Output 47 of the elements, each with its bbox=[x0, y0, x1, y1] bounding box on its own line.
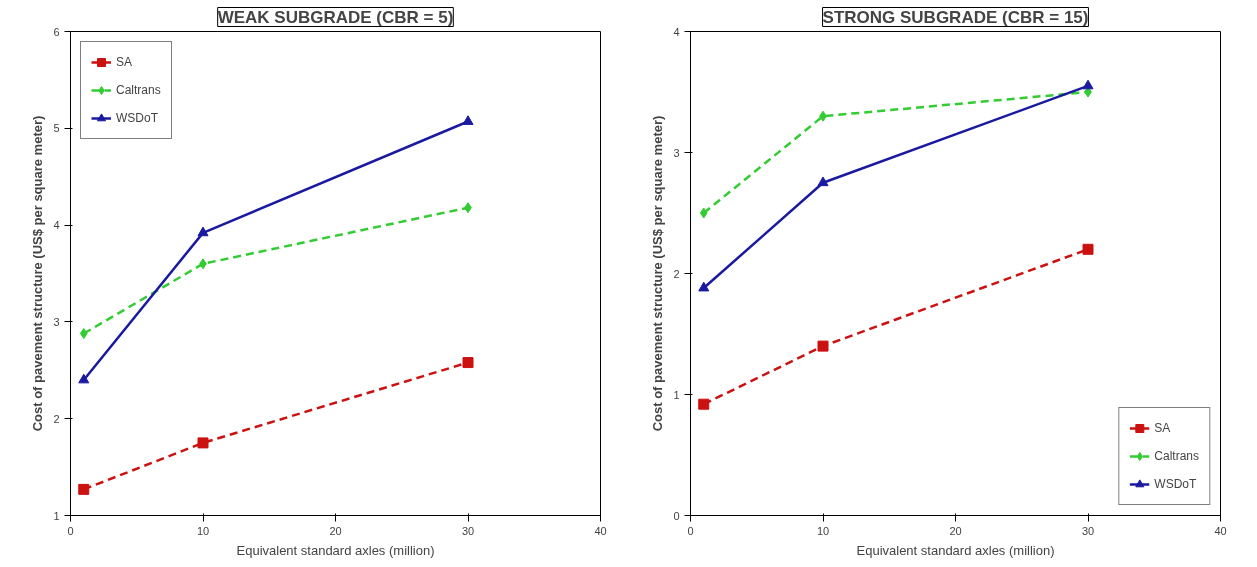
point bbox=[817, 340, 829, 352]
x-tick-label: 0 bbox=[67, 524, 74, 537]
point bbox=[78, 483, 90, 495]
y-tick-label: 1 bbox=[53, 509, 60, 522]
point bbox=[1082, 243, 1094, 255]
y-tick-label: 1 bbox=[673, 388, 680, 401]
x-tick-label: 30 bbox=[1081, 524, 1095, 537]
point bbox=[1082, 79, 1094, 90]
legend-label: WSDoT bbox=[116, 111, 158, 125]
y-tick-label: 0 bbox=[673, 509, 680, 522]
chart-title: WEAK SUBGRADE (CBR = 5) bbox=[217, 7, 454, 27]
y-tick-label: 4 bbox=[673, 25, 680, 38]
legend-label: WSDoT bbox=[1154, 477, 1197, 491]
point bbox=[197, 437, 209, 449]
y-tick-label: 6 bbox=[53, 25, 60, 38]
x-tick-label: 20 bbox=[949, 524, 962, 537]
y-axis-title: Cost of pavement structure (US$ per square meter) bbox=[30, 115, 46, 432]
point bbox=[462, 115, 474, 125]
x-tick-label: 20 bbox=[329, 524, 342, 537]
point bbox=[79, 328, 88, 340]
point bbox=[78, 373, 90, 384]
point bbox=[699, 207, 708, 219]
x-axis-title: Equivalent standard axles (million) bbox=[236, 542, 435, 558]
y-axis-title: Cost of pavement structure (US$ per square meter) bbox=[650, 115, 666, 432]
x-tick-label: 10 bbox=[816, 524, 830, 537]
y-tick-label: 3 bbox=[673, 146, 680, 159]
x-tick-label: 10 bbox=[196, 524, 210, 537]
point bbox=[197, 226, 209, 237]
x-tick-label: 40 bbox=[1214, 524, 1227, 537]
legend-label: SA bbox=[1154, 421, 1172, 435]
y-tick-label: 4 bbox=[53, 219, 60, 232]
point bbox=[698, 281, 710, 292]
y-tick-label: 2 bbox=[53, 412, 60, 425]
y-tick-label: 3 bbox=[53, 315, 60, 328]
x-axis-title: Equivalent standard axles (million) bbox=[856, 542, 1055, 558]
point bbox=[462, 357, 474, 369]
x-tick-label: 40 bbox=[594, 524, 607, 537]
legend-label: SA bbox=[116, 55, 133, 69]
legend-label: Caltrans bbox=[1154, 449, 1199, 463]
point bbox=[817, 176, 829, 187]
x-tick-label: 30 bbox=[461, 524, 475, 537]
chart-title: STRONG SUBGRADE (CBR = 15) bbox=[822, 7, 1089, 27]
x-tick-label: 0 bbox=[687, 524, 694, 537]
y-tick-label: 2 bbox=[673, 267, 680, 280]
y-tick-label: 5 bbox=[53, 122, 60, 135]
legend-label: Caltrans bbox=[116, 83, 161, 97]
point bbox=[698, 398, 710, 410]
